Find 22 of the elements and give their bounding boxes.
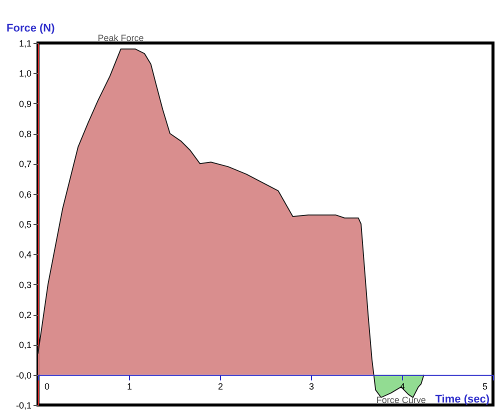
- x-tick-label: 2: [218, 381, 224, 392]
- y-tick-label: 0,5: [18, 220, 32, 230]
- annotation: Force Curve: [376, 394, 426, 405]
- x-tick-label: 1: [126, 381, 132, 392]
- y-tick-label: 0,1: [18, 340, 32, 350]
- y-tick-label: 0,2: [18, 310, 32, 320]
- y-tick-label: 1,1: [18, 38, 32, 48]
- y-tick-label: 1,0: [18, 68, 32, 79]
- x-tick-label: 3: [308, 381, 314, 392]
- y-tick-label: 0,9: [18, 98, 32, 109]
- y-tick-label: 0,6: [18, 189, 32, 200]
- y-tick-label: 0,8: [18, 129, 32, 139]
- y-tick-label: -0,0: [16, 370, 32, 380]
- y-tick-label: 0,7: [18, 159, 32, 170]
- x-axis-title: Time (sec): [435, 393, 490, 406]
- x-tick-label: 0: [44, 381, 50, 392]
- annotation: Peak Force: [98, 33, 144, 44]
- y-tick-label: -0,1: [16, 400, 32, 410]
- y-tick-label: 0,4: [18, 250, 32, 260]
- y-axis-title: Force (N): [6, 22, 56, 34]
- x-tick-label: 5: [482, 381, 488, 392]
- y-tick-label: 0,3: [18, 280, 32, 290]
